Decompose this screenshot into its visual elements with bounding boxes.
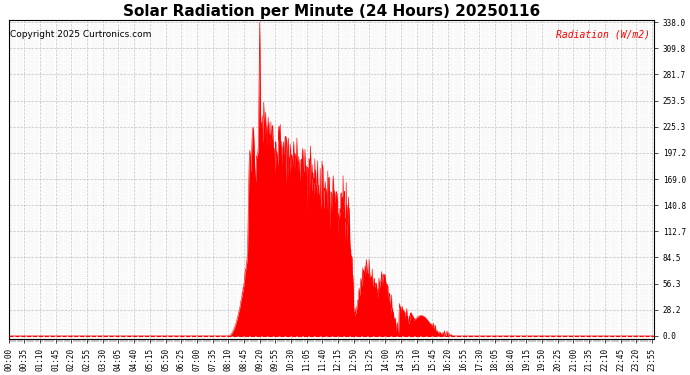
Title: Solar Radiation per Minute (24 Hours) 20250116: Solar Radiation per Minute (24 Hours) 20… <box>123 4 540 19</box>
Text: Radiation (W/m2): Radiation (W/m2) <box>556 30 651 40</box>
Text: Copyright 2025 Curtronics.com: Copyright 2025 Curtronics.com <box>10 30 151 39</box>
